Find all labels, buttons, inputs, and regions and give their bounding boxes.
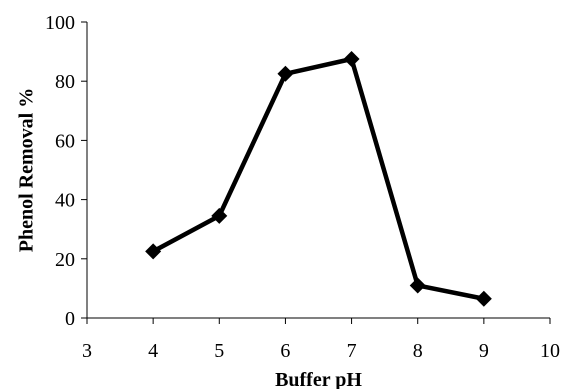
data-point-marker	[211, 207, 228, 224]
y-tick-label: 40	[55, 190, 75, 212]
y-tick-label: 100	[45, 12, 75, 34]
data-point-marker	[145, 243, 162, 260]
data-point-marker	[475, 290, 492, 307]
y-axis-title: Phenol Removal %	[16, 88, 38, 252]
y-tick-label: 0	[65, 308, 75, 330]
x-tick-label: 3	[82, 340, 92, 362]
y-axis-ticks: 0 20 40 60 80 100	[45, 12, 87, 330]
x-tick-label: 10	[540, 340, 560, 362]
y-tick-label: 60	[55, 130, 75, 152]
data-series	[145, 51, 492, 307]
x-tick-label: 8	[413, 340, 423, 362]
x-axis-title: Buffer pH	[275, 369, 362, 389]
y-tick-label: 80	[55, 71, 75, 93]
x-tick-label: 4	[148, 340, 158, 362]
data-point-marker	[343, 51, 360, 67]
x-tick-label: 6	[280, 340, 290, 362]
data-point-marker	[409, 277, 426, 294]
x-axis-ticks: 3 4 5 6 7 8 9 10	[82, 318, 560, 362]
axes	[86, 22, 550, 319]
x-tick-label: 7	[347, 340, 357, 362]
x-tick-label: 9	[479, 340, 489, 362]
series-line	[152, 56, 485, 301]
data-point-marker	[277, 65, 294, 82]
y-tick-label: 20	[55, 249, 75, 271]
x-tick-label: 5	[214, 340, 224, 362]
